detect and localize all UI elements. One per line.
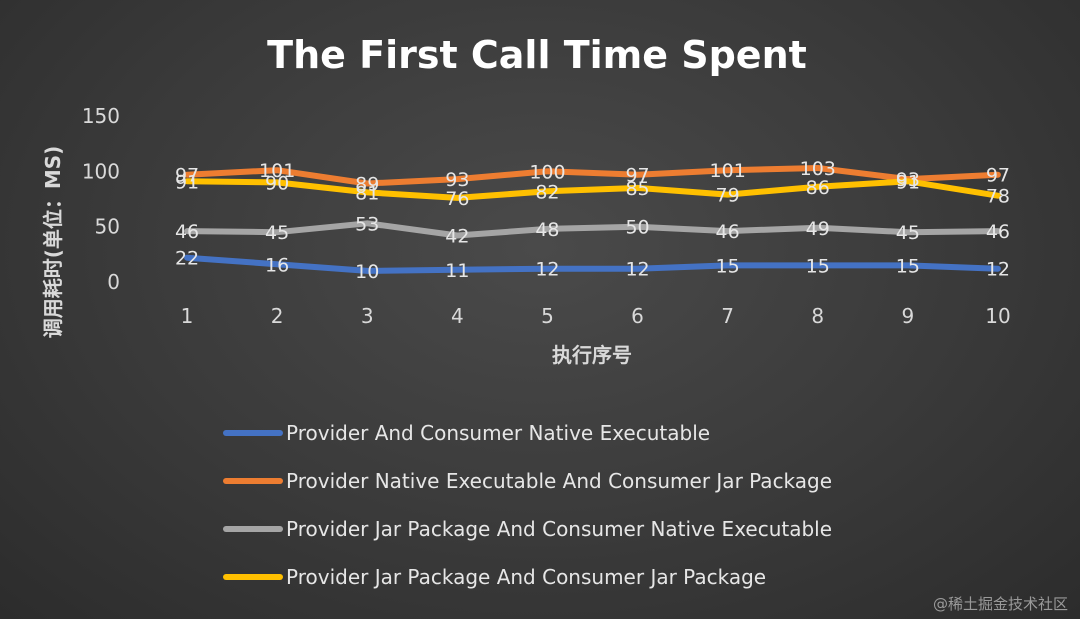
data-label: 53: [355, 213, 379, 235]
data-label: 97: [986, 165, 1010, 187]
data-label: 93: [896, 169, 920, 191]
data-label: 49: [806, 218, 830, 240]
data-label: 15: [716, 255, 740, 277]
data-label: 11: [445, 260, 469, 282]
legend-label: Provider And Consumer Native Executable: [286, 421, 710, 445]
data-label: 100: [529, 161, 565, 183]
data-label: 45: [896, 222, 920, 244]
series-line-1: [184, 254, 1001, 274]
data-label: 12: [625, 259, 649, 281]
y-tick-label: 150: [82, 104, 120, 128]
series-line-3: [184, 220, 1001, 239]
data-label: 42: [445, 226, 469, 248]
data-label: 12: [986, 259, 1010, 281]
x-tick-label: 5: [541, 304, 554, 328]
x-tick-label: 7: [721, 304, 734, 328]
y-tick-label: 100: [82, 159, 120, 183]
data-label: 85: [625, 178, 649, 200]
y-axis-ticks: 0 50 100 150: [82, 104, 120, 294]
chart-title: The First Call Time Spent: [267, 33, 807, 77]
data-label: 81: [355, 182, 379, 204]
x-tick-label: 8: [811, 304, 824, 328]
data-label: 103: [800, 158, 836, 180]
data-labels: 22 16 10 11 12 12 15 15 15 12 97 101 89 93 100 97 101 103…: [175, 158, 1010, 283]
data-label: 89: [355, 174, 379, 196]
x-axis-label: 执行序号: [552, 343, 632, 367]
data-label: 76: [445, 188, 469, 210]
x-tick-label: 9: [901, 304, 914, 328]
data-label: 16: [265, 254, 289, 276]
x-tick-label: 2: [271, 304, 284, 328]
x-tick-label: 4: [451, 304, 464, 328]
data-label: 45: [265, 222, 289, 244]
data-label: 93: [445, 169, 469, 191]
data-label: 46: [986, 221, 1010, 243]
series-lines: [184, 165, 1001, 274]
data-label: 10: [355, 261, 379, 283]
data-label: 82: [535, 181, 559, 203]
data-label: 86: [806, 177, 830, 199]
legend-label: Provider Native Executable And Consumer …: [286, 469, 832, 493]
series-line-4: [184, 178, 1001, 201]
x-axis-ticks: 1 2 3 4 5 6 7 8 9 10: [181, 304, 1011, 328]
data-label: 15: [806, 255, 830, 277]
x-tick-label: 10: [985, 304, 1010, 328]
data-label: 48: [535, 219, 559, 241]
data-label: 15: [896, 255, 920, 277]
data-label: 97: [175, 165, 199, 187]
data-label: 101: [259, 160, 295, 182]
legend: Provider And Consumer Native Executable P…: [223, 421, 832, 589]
x-tick-label: 1: [181, 304, 194, 328]
data-label: 91: [175, 171, 199, 193]
y-tick-label: 50: [95, 215, 120, 239]
data-label: 46: [716, 221, 740, 243]
data-label: 97: [625, 165, 649, 187]
data-label: 101: [710, 160, 746, 182]
y-axis-label: 调用耗时(单位：MS): [41, 146, 65, 339]
series-line-2: [184, 165, 1001, 187]
data-label: 12: [535, 259, 559, 281]
data-label: 22: [175, 248, 199, 270]
data-label: 46: [175, 221, 199, 243]
x-tick-label: 6: [631, 304, 644, 328]
watermark: @稀土掘金技术社区: [933, 595, 1068, 613]
data-label: 79: [716, 185, 740, 207]
data-label: 78: [986, 186, 1010, 208]
legend-label: Provider Jar Package And Consumer Jar Pa…: [286, 565, 766, 589]
y-tick-label: 0: [107, 270, 120, 294]
data-label: 90: [265, 172, 289, 194]
data-label: 91: [896, 171, 920, 193]
legend-label: Provider Jar Package And Consumer Native…: [286, 517, 832, 541]
data-label: 50: [625, 217, 649, 239]
x-tick-label: 3: [361, 304, 374, 328]
